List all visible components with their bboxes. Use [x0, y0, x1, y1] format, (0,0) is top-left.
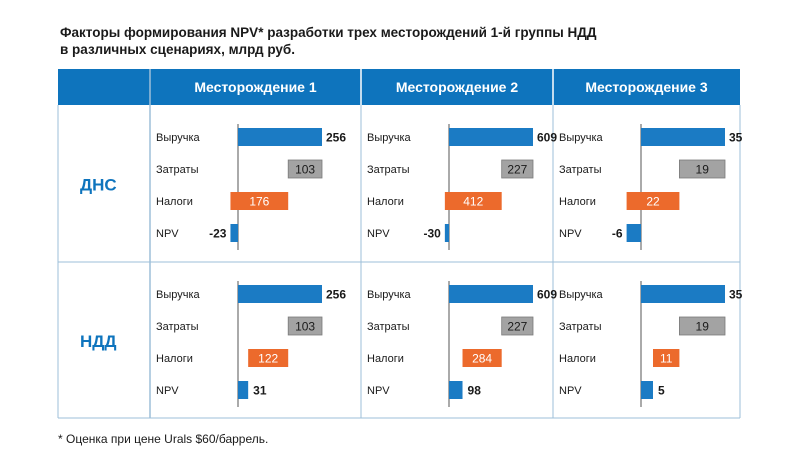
- category-label-revenue: Выручка: [156, 289, 201, 301]
- bar-npv: [626, 224, 641, 242]
- value-label-npv: 31: [253, 384, 267, 398]
- category-label-costs: Затраты: [559, 164, 602, 176]
- bar-revenue: [449, 128, 533, 146]
- category-label-npv: NPV: [367, 385, 390, 397]
- value-label-taxes: 11: [660, 352, 673, 366]
- category-label-taxes: Налоги: [156, 353, 193, 365]
- category-label-taxes: Налоги: [559, 196, 596, 208]
- value-label-taxes: 284: [472, 352, 492, 366]
- value-label-taxes: 22: [646, 195, 660, 209]
- panel-5: Выручка 609 Затраты 227 Налоги 284 NPV 98: [367, 281, 557, 407]
- bar-revenue: [238, 285, 322, 303]
- bar-npv: [449, 381, 463, 399]
- category-label-npv: NPV: [559, 385, 582, 397]
- chart-title-line-1: Факторы формирования NPV* разработки тре…: [60, 25, 597, 40]
- bar-taxes: [653, 349, 680, 367]
- value-label-costs: 19: [696, 163, 710, 177]
- category-label-npv: NPV: [367, 228, 390, 240]
- category-label-revenue: Выручка: [367, 289, 412, 301]
- column-header-2: Месторождение 2: [396, 79, 519, 95]
- bar-costs: [287, 316, 323, 336]
- bar-npv: [238, 381, 249, 399]
- column-header-3: Месторождение 3: [585, 79, 708, 95]
- value-label-costs: 103: [295, 163, 315, 177]
- column-header-1: Месторождение 1: [194, 79, 317, 95]
- category-label-costs: Затраты: [559, 321, 602, 333]
- panel-1: Выручка 256 Затраты 103 Налоги 176 NPV -23: [156, 124, 346, 250]
- value-label-taxes: 122: [258, 352, 278, 366]
- category-label-npv: NPV: [559, 228, 582, 240]
- bar-revenue: [641, 285, 725, 303]
- category-label-taxes: Налоги: [156, 196, 193, 208]
- bar-costs: [501, 316, 534, 336]
- row-label-2: НДД: [80, 332, 117, 351]
- category-label-revenue: Выручка: [559, 289, 604, 301]
- category-label-costs: Затраты: [156, 164, 199, 176]
- category-label-revenue: Выручка: [367, 132, 412, 144]
- category-label-costs: Затраты: [367, 164, 410, 176]
- category-label-taxes: Налоги: [559, 353, 596, 365]
- bar-taxes: [248, 349, 289, 367]
- bar-taxes: [230, 192, 289, 210]
- value-label-costs: 103: [295, 320, 315, 334]
- value-label-costs: 19: [696, 320, 710, 334]
- bar-taxes: [444, 192, 502, 210]
- value-label-costs: 227: [507, 163, 527, 177]
- value-label-revenue: 256: [326, 288, 346, 302]
- panel-6: Выручка 35 Затраты 19 Налоги 11 NPV 5: [559, 281, 743, 407]
- bar-costs: [501, 159, 534, 179]
- category-label-taxes: Налоги: [367, 196, 404, 208]
- panel-2: Выручка 609 Затраты 227 Налоги 412 NPV -30: [367, 124, 557, 250]
- category-label-taxes: Налоги: [367, 353, 404, 365]
- bar-taxes: [462, 349, 502, 367]
- value-label-revenue: 609: [537, 288, 557, 302]
- chart-title: Факторы формирования NPV* разработки тре…: [60, 24, 597, 58]
- bar-revenue: [641, 128, 725, 146]
- bar-costs: [679, 159, 726, 179]
- panel-3: Выручка 35 Затраты 19 Налоги 22 NPV -6: [559, 124, 743, 250]
- value-label-npv: -6: [612, 227, 623, 241]
- header-band: [58, 69, 740, 105]
- bar-npv: [641, 381, 653, 399]
- value-label-taxes: 412: [463, 195, 483, 209]
- category-label-revenue: Выручка: [156, 132, 201, 144]
- bar-costs: [287, 159, 323, 179]
- category-label-revenue: Выручка: [559, 132, 604, 144]
- bar-revenue: [238, 128, 322, 146]
- bar-npv: [230, 224, 238, 242]
- value-label-npv: 98: [468, 384, 482, 398]
- category-label-npv: NPV: [156, 228, 179, 240]
- row-label-1: ДНС: [80, 176, 117, 195]
- chart-title-line-2: в различных сценариях, млрд руб.: [60, 42, 296, 57]
- bar-npv: [444, 224, 449, 242]
- value-label-revenue: 256: [326, 131, 346, 145]
- value-label-revenue: 35: [729, 131, 743, 145]
- category-label-costs: Затраты: [156, 321, 199, 333]
- value-label-npv: -30: [424, 227, 442, 241]
- bar-revenue: [449, 285, 533, 303]
- value-label-npv: 5: [658, 384, 665, 398]
- category-label-npv: NPV: [156, 385, 179, 397]
- value-label-revenue: 35: [729, 288, 743, 302]
- panel-4: Выручка 256 Затраты 103 Налоги 122 NPV 31: [156, 281, 346, 407]
- bar-taxes: [626, 192, 680, 210]
- value-label-npv: -23: [209, 227, 227, 241]
- value-label-revenue: 609: [537, 131, 557, 145]
- value-label-taxes: 176: [249, 195, 269, 209]
- value-label-costs: 227: [507, 320, 527, 334]
- footnote: * Оценка при цене Urals $60/баррель.: [58, 432, 269, 446]
- category-label-costs: Затраты: [367, 321, 410, 333]
- bar-costs: [679, 316, 726, 336]
